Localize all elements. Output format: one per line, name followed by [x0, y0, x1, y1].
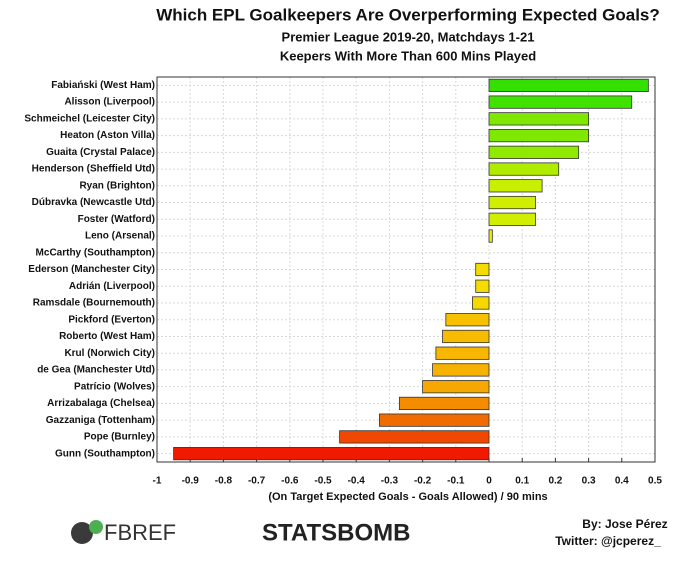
- y-tick-label: Krul (Norwich City): [64, 348, 155, 359]
- y-tick-label: Gunn (Southampton): [55, 448, 155, 459]
- logo-icon: [71, 522, 93, 544]
- bar: [488, 78, 649, 92]
- chart-title: Which EPL Goalkeepers Are Overperforming…: [156, 5, 660, 24]
- y-tick-label: Foster (Watford): [78, 214, 155, 225]
- bar: [488, 145, 580, 159]
- y-tick-label: Gazzaniga (Tottenham): [46, 415, 155, 426]
- x-tick-label: 0.1: [515, 476, 529, 487]
- bar: [435, 346, 490, 360]
- x-tick-label: 0.5: [648, 476, 662, 487]
- x-tick-label: 0.2: [548, 476, 562, 487]
- x-tick-label: -0.6: [281, 476, 299, 487]
- bar: [488, 195, 536, 210]
- x-tick-label: -0.9: [182, 476, 200, 487]
- y-tick-label: Ederson (Manchester City): [28, 264, 155, 275]
- y-tick-label: Schmeichel (Leicester City): [24, 113, 155, 124]
- bar: [475, 279, 490, 293]
- y-tick-label: Pickford (Everton): [68, 314, 155, 325]
- bar: [488, 128, 589, 143]
- x-tick-label: -1: [153, 476, 162, 487]
- y-tick-label: Ryan (Brighton): [79, 180, 155, 191]
- x-tick-label: 0: [486, 476, 492, 487]
- bar: [422, 380, 490, 394]
- x-tick-label: -0.2: [414, 476, 432, 487]
- bar: [488, 95, 633, 109]
- bar: [471, 296, 490, 310]
- x-tick-label: -0.7: [248, 476, 266, 487]
- y-tick-label: Ramsdale (Bournemouth): [33, 298, 155, 309]
- bar: [488, 162, 560, 176]
- bar: [445, 313, 490, 327]
- bar: [379, 413, 490, 427]
- logo-icon: [89, 520, 103, 534]
- x-tick-label: -0.1: [447, 476, 465, 487]
- credit: By: Jose Pérez: [582, 517, 667, 531]
- logo-text: FBREF: [104, 520, 176, 545]
- bar: [339, 430, 490, 444]
- twitter: Twitter: @jcperez_: [555, 534, 661, 548]
- y-tick-label: McCarthy (Southampton): [36, 247, 155, 258]
- y-tick-label: Alisson (Liverpool): [64, 97, 155, 108]
- x-tick-label: -0.8: [215, 476, 233, 487]
- y-tick-label: Arrizabalaga (Chelsea): [47, 398, 155, 409]
- bar: [432, 363, 490, 377]
- x-tick-label: -0.3: [381, 476, 399, 487]
- y-tick-label: Henderson (Sheffield Utd): [32, 164, 155, 175]
- bar: [442, 329, 490, 344]
- bar: [488, 229, 493, 243]
- y-tick-label: Fabiański (West Ham): [51, 80, 155, 91]
- x-axis-label: (On Target Expected Goals - Goals Allowe…: [268, 491, 547, 503]
- y-tick-label: Leno (Arsenal): [85, 231, 155, 242]
- y-tick-label: de Gea (Manchester Utd): [37, 365, 155, 376]
- bar: [398, 396, 490, 411]
- plot-frame: [156, 76, 656, 463]
- bar: [173, 447, 490, 461]
- y-tick-label: Roberto (West Ham): [59, 331, 155, 342]
- x-tick-label: -0.5: [314, 476, 332, 487]
- y-tick-label: Heaton (Aston Villa): [60, 130, 155, 141]
- chart-subtitle: Premier League 2019-20, Matchdays 1-21: [282, 29, 535, 44]
- y-tick-label: Guaita (Crystal Palace): [46, 147, 155, 158]
- bar: [488, 112, 589, 126]
- x-tick-label: 0.3: [582, 476, 596, 487]
- y-tick-label: Adrián (Liverpool): [69, 281, 155, 292]
- bar: [488, 212, 536, 226]
- y-tick-label: Patrício (Wolves): [74, 381, 155, 392]
- logo-text: STATSBOMB: [262, 519, 410, 546]
- chart-subtitle: Keepers With More Than 600 Mins Played: [280, 48, 536, 63]
- bar: [475, 262, 490, 277]
- y-tick-label: Dúbravka (Newcastle Utd): [32, 197, 155, 208]
- bar: [488, 179, 543, 193]
- x-tick-label: 0.4: [615, 476, 629, 487]
- y-tick-label: Pope (Burnley): [84, 432, 155, 443]
- fbref-logo: FBREF: [71, 520, 176, 545]
- x-tick-label: -0.4: [348, 476, 366, 487]
